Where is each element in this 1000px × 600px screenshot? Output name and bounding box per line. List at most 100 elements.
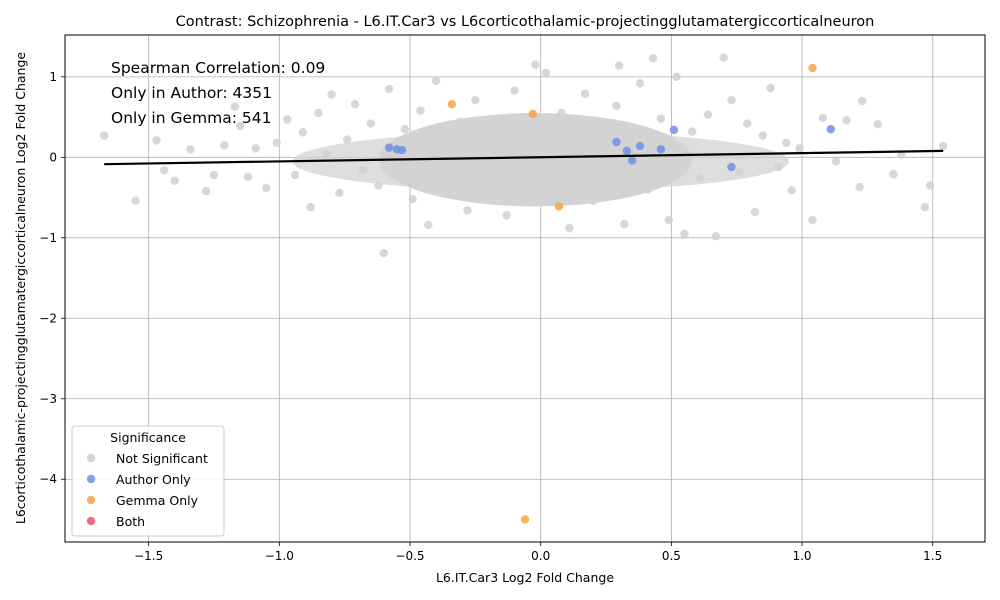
- point-not-significant: [298, 128, 308, 137]
- y-tick-label: −2: [39, 311, 57, 325]
- point-not-significant: [416, 106, 425, 115]
- point-not-significant: [727, 95, 736, 105]
- point-not-significant: [408, 194, 417, 204]
- author-only-annotation: Only in Author: 4351: [111, 84, 272, 102]
- point-not-significant: [290, 170, 300, 180]
- point-not-significant: [343, 135, 352, 144]
- point-not-significant: [750, 207, 760, 217]
- point-author-only: [384, 143, 394, 152]
- legend-label-not-significant: Not Significant: [116, 451, 208, 466]
- point-not-significant: [478, 148, 488, 157]
- x-axis-label: L6.IT.Car3 Log2 Fold Change: [436, 570, 614, 585]
- point-not-significant: [220, 141, 229, 150]
- point-not-significant: [209, 170, 219, 180]
- point-not-significant: [643, 185, 653, 194]
- legend-title: Significance: [110, 430, 186, 445]
- point-not-significant: [719, 53, 728, 62]
- point-not-significant: [100, 131, 109, 140]
- point-not-significant: [335, 188, 344, 197]
- point-not-significant: [873, 120, 883, 129]
- annotations: Spearman Correlation: 0.09 Only in Autho…: [111, 59, 325, 127]
- point-not-significant: [366, 119, 375, 128]
- point-not-significant: [795, 144, 804, 153]
- point-author-only: [622, 146, 632, 156]
- point-not-significant: [842, 116, 851, 125]
- point-not-significant: [486, 189, 496, 198]
- point-not-significant: [889, 170, 898, 179]
- point-not-significant: [604, 167, 613, 177]
- point-not-significant: [897, 150, 906, 160]
- point-not-significant: [672, 72, 681, 82]
- x-tick-label: −1.5: [134, 549, 163, 563]
- y-tick-label: 1: [49, 70, 57, 84]
- point-not-significant: [170, 176, 179, 185]
- point-not-significant: [742, 119, 752, 128]
- x-tick-label: 0.0: [531, 549, 550, 563]
- gemma-only-annotation: Only in Gemma: 541: [111, 109, 271, 127]
- point-not-significant: [664, 215, 673, 225]
- x-tick-label: 0.5: [662, 549, 681, 563]
- y-tick-label: −4: [39, 472, 57, 486]
- point-not-significant: [400, 124, 409, 134]
- point-gemma-only: [554, 202, 564, 211]
- x-tick-label: 1.0: [792, 549, 811, 563]
- point-author-only: [397, 145, 407, 155]
- point-not-significant: [526, 183, 535, 193]
- point-not-significant: [766, 83, 775, 93]
- legend-label-both: Both: [116, 514, 145, 529]
- point-not-significant: [272, 138, 281, 148]
- legend-label-author-only: Author Only: [116, 472, 191, 487]
- point-not-significant: [680, 229, 689, 238]
- regression-line: [104, 149, 944, 166]
- point-not-significant: [439, 141, 449, 151]
- point-not-significant: [350, 100, 360, 109]
- point-not-significant: [782, 138, 791, 148]
- point-not-significant: [518, 143, 527, 152]
- legend-marker-both: [86, 516, 96, 526]
- point-not-significant: [392, 159, 402, 168]
- point-not-significant: [306, 203, 315, 212]
- point-author-only: [669, 125, 679, 135]
- point-not-significant: [510, 86, 519, 95]
- point-not-significant: [580, 89, 590, 98]
- point-not-significant: [494, 128, 504, 138]
- point-not-significant: [201, 186, 211, 196]
- point-not-significant: [152, 136, 161, 145]
- point-not-significant: [358, 166, 368, 175]
- point-not-significant: [596, 124, 605, 133]
- chart-title: Contrast: Schizophrenia - L6.IT.Car3 vs …: [176, 14, 875, 30]
- point-not-significant: [251, 144, 260, 153]
- y-axis-label: L6corticothalamic-projectingglutamatergi…: [13, 52, 28, 525]
- legend-box: [71, 425, 225, 537]
- point-not-significant: [379, 248, 389, 258]
- point-not-significant: [502, 211, 511, 220]
- point-author-only: [612, 137, 621, 147]
- point-not-significant: [695, 174, 705, 183]
- point-not-significant: [243, 172, 253, 181]
- point-not-significant: [573, 137, 582, 146]
- point-not-significant: [282, 115, 292, 124]
- point-not-significant: [557, 108, 566, 118]
- point-not-significant: [612, 101, 621, 111]
- spearman-annotation: Spearman Correlation: 0.09: [111, 59, 325, 77]
- regression-line-group: [104, 149, 944, 166]
- y-tick-label: −3: [39, 392, 57, 406]
- legend: Significance Not Significant Author Only…: [71, 425, 225, 537]
- point-not-significant: [656, 114, 666, 123]
- point-not-significant: [627, 133, 637, 142]
- point-not-significant: [920, 203, 930, 212]
- point-not-significant: [688, 127, 697, 136]
- plot-frame: [64, 34, 986, 543]
- point-not-significant: [384, 84, 394, 94]
- point-not-significant: [541, 68, 551, 78]
- point-not-significant: [648, 54, 658, 63]
- point-not-significant: [808, 215, 817, 225]
- point-not-significant: [160, 166, 169, 175]
- point-not-significant: [471, 95, 480, 105]
- point-gemma-only: [447, 100, 457, 109]
- legend-marker-not-significant: [86, 453, 96, 463]
- point-not-significant: [230, 102, 240, 111]
- point-not-significant: [925, 181, 935, 190]
- point-author-only: [826, 124, 835, 134]
